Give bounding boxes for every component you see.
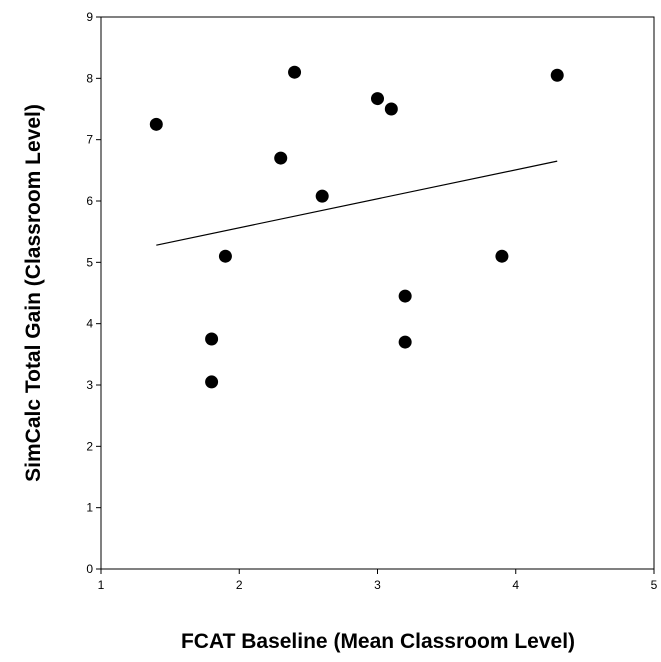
y-tick-label: 0: [86, 562, 93, 576]
data-point: [205, 332, 219, 346]
y-tick-label: 4: [86, 317, 93, 331]
y-tick-label: 1: [86, 501, 93, 515]
data-point: [205, 375, 219, 389]
data-point: [315, 189, 329, 203]
data-point: [274, 151, 288, 165]
x-axis-tick-labels: 1 2 3 4 5: [98, 578, 658, 592]
data-point: [398, 289, 412, 303]
data-point: [218, 249, 232, 263]
x-tick-label: 4: [512, 578, 519, 592]
data-points: [149, 65, 564, 389]
y-tick-label: 2: [86, 439, 93, 453]
data-point: [398, 335, 412, 349]
y-tick-label: 6: [86, 194, 93, 208]
y-tick-label: 8: [86, 71, 93, 85]
x-tick-label: 1: [98, 578, 105, 592]
data-point: [288, 65, 302, 79]
y-tick-label: 3: [86, 378, 93, 392]
trend-line: [156, 160, 558, 246]
data-point: [495, 249, 509, 263]
x-tick-label: 3: [374, 578, 381, 592]
data-point: [384, 102, 398, 116]
x-axis-ticks: [100, 569, 655, 574]
data-point: [371, 92, 384, 106]
y-tick-label: 7: [86, 133, 93, 147]
x-tick-label: 5: [651, 578, 658, 592]
y-tick-label: 5: [86, 255, 93, 269]
data-point: [550, 68, 564, 82]
y-axis-ticks: [96, 16, 101, 570]
x-tick-label: 2: [236, 578, 243, 592]
y-axis-tick-labels: 0 1 2 3 4 5 6 7 8 9: [86, 10, 93, 576]
y-tick-label: 9: [86, 10, 93, 24]
data-point: [149, 117, 163, 131]
x-axis-title: FCAT Baseline (Mean Classroom Level): [181, 630, 575, 653]
y-axis-title: SimCalc Total Gain (Classroom Level): [22, 104, 45, 482]
